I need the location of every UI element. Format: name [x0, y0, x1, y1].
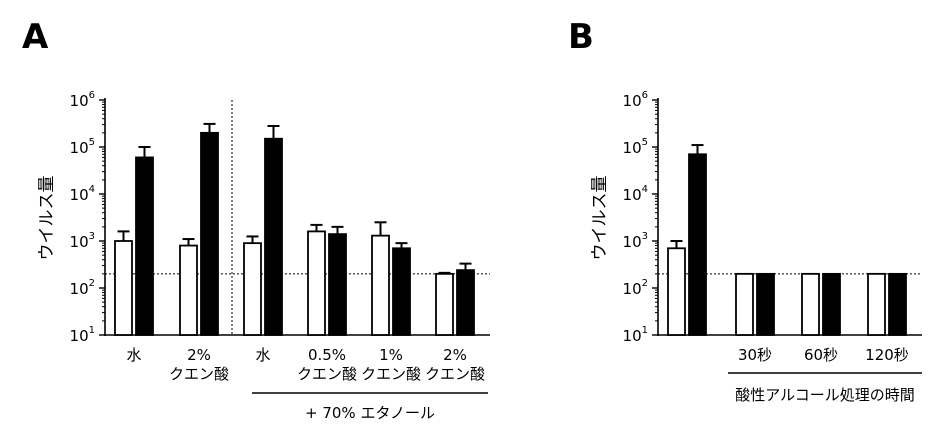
bar-white [243, 242, 262, 336]
y-tick-label: 104 [623, 184, 648, 204]
category-label: 120秒 [865, 346, 909, 364]
group-label: 酸性アルコール処理の時間 [735, 386, 915, 404]
bar-white [179, 244, 198, 336]
category-label: 0.5% [308, 346, 346, 364]
category-label: クエン酸 [169, 365, 229, 383]
category-label: クエン酸 [425, 365, 485, 383]
bar-white [371, 234, 390, 336]
panel-label-b: B [568, 17, 594, 57]
bar-black [264, 137, 283, 336]
y-tick-label: 101 [623, 325, 648, 345]
y-tick-label: 103 [70, 231, 95, 251]
category-label: クエン酸 [361, 365, 421, 383]
y-tick-label: 101 [70, 325, 95, 345]
bar-white [307, 230, 326, 336]
panel-label-a: A [22, 17, 49, 57]
y-tick-label: 106 [623, 90, 648, 110]
y-axis-label: ウイルス量 [590, 176, 610, 261]
y-axis-label: ウイルス量 [37, 176, 57, 261]
group-label: + 70% エタノール [305, 404, 435, 422]
bar-black [328, 233, 347, 336]
bar-white [667, 247, 686, 336]
bar-black [888, 272, 907, 336]
bar-white [435, 272, 454, 336]
category-label: クエン酸 [297, 365, 357, 383]
y-tick-label: 105 [70, 137, 95, 157]
category-label: 水 [126, 346, 141, 364]
y-tick-label: 102 [70, 278, 95, 298]
y-tick-label: 104 [70, 184, 95, 204]
bar-black [456, 269, 475, 336]
bar-black [200, 131, 219, 336]
y-tick-label: 105 [623, 137, 648, 157]
y-tick-label: 106 [70, 90, 95, 110]
bar-white [801, 272, 820, 336]
category-label: 2% [187, 346, 211, 364]
y-tick-label: 102 [623, 278, 648, 298]
category-label: 30秒 [738, 346, 772, 364]
bar-black [688, 153, 707, 336]
category-label: 1% [379, 346, 403, 364]
bar-black [756, 272, 775, 336]
category-label: 2% [443, 346, 467, 364]
y-tick-label: 103 [623, 231, 648, 251]
bar-black [135, 156, 154, 336]
bar-white [867, 272, 886, 336]
bar-black [392, 247, 411, 336]
bar-black [822, 272, 841, 336]
bar-white [114, 240, 133, 336]
category-label: 60秒 [804, 346, 838, 364]
category-label: 水 [255, 346, 270, 364]
bar-white [735, 272, 754, 336]
chart-panel-b: ウイルス量 101 102 103 104 105 106 30秒 60秒 120秒酸性アルコール… [590, 90, 922, 404]
